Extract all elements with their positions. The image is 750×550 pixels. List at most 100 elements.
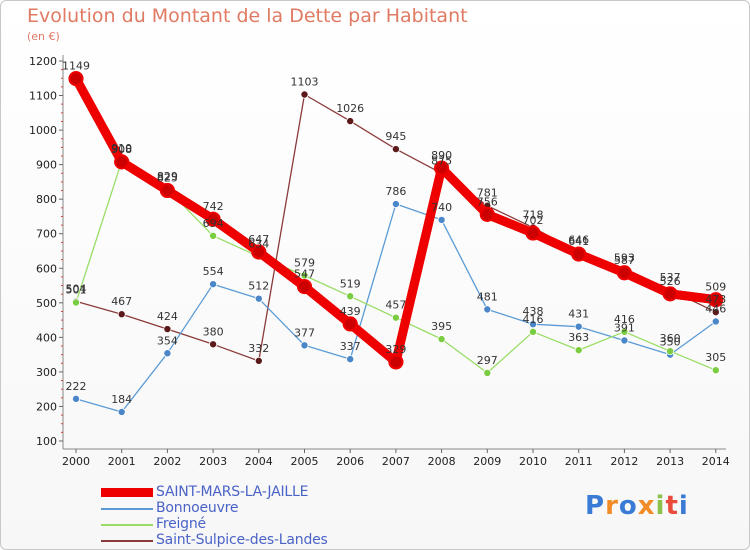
x-tick-label: 2003 <box>199 455 227 468</box>
data-point <box>254 294 263 303</box>
x-tick-label: 2001 <box>108 455 136 468</box>
data-point <box>620 327 629 336</box>
data-label: 718 <box>523 209 544 222</box>
legend-label: Bonnoeuvre <box>156 500 239 516</box>
data-label: 875 <box>431 154 452 167</box>
y-tick-label: 200 <box>36 400 57 413</box>
data-label: 360 <box>660 332 681 345</box>
data-label: 297 <box>477 354 498 367</box>
x-tick-label: 2012 <box>610 455 638 468</box>
data-label: 354 <box>157 334 178 347</box>
data-point-main <box>571 246 587 262</box>
data-label: 702 <box>523 214 544 227</box>
data-point <box>391 145 400 154</box>
x-tick-label: 2009 <box>473 455 501 468</box>
data-label: 446 <box>705 302 726 315</box>
y-tick-label: 700 <box>36 228 57 241</box>
x-tick-label: 2013 <box>656 455 684 468</box>
data-label: 519 <box>340 277 361 290</box>
data-label: 332 <box>248 342 269 355</box>
series-line <box>258 93 717 362</box>
unit-label: (en €) <box>27 30 60 43</box>
data-point-main <box>708 292 724 308</box>
x-tick-label: 2008 <box>428 455 456 468</box>
data-label: 380 <box>203 325 224 338</box>
data-label: 416 <box>523 313 544 326</box>
logo-letter: r <box>605 491 619 521</box>
data-label: 457 <box>385 299 406 312</box>
chart-title: Evolution du Montant de la Dette par Hab… <box>27 5 468 27</box>
legend-swatch <box>101 540 153 542</box>
data-label: 424 <box>157 310 178 323</box>
data-point <box>117 407 126 416</box>
data-point <box>163 325 172 334</box>
data-point-main <box>616 265 632 281</box>
data-label: 416 <box>614 313 635 326</box>
legend-swatch <box>101 488 153 497</box>
data-label: 438 <box>523 305 544 318</box>
data-label: 184 <box>111 393 132 406</box>
data-point-main <box>434 160 450 176</box>
data-point <box>254 356 263 365</box>
data-point-main <box>525 225 541 241</box>
proxiti-logo: Proxiti <box>585 491 689 521</box>
data-point <box>300 341 309 350</box>
data-label: 350 <box>660 336 681 349</box>
y-tick-label: 100 <box>36 435 57 448</box>
data-label: 329 <box>385 343 406 356</box>
x-tick-label: 2000 <box>62 455 90 468</box>
x-tick-label: 2006 <box>336 455 364 468</box>
data-label: 740 <box>431 201 452 214</box>
data-point <box>391 313 400 322</box>
logo-letter: i <box>655 491 666 521</box>
legend-swatch <box>101 508 153 510</box>
data-point <box>72 394 81 403</box>
data-label: 377 <box>294 326 315 339</box>
data-labels: 1149 908 825 742 647 547 439 329 890 756 702 641 587… <box>62 60 726 406</box>
data-point <box>574 322 583 331</box>
x-tick-label: 2007 <box>382 455 410 468</box>
data-point <box>209 340 218 349</box>
data-point <box>483 368 492 377</box>
legend-label: SAINT-MARS-LA-JAILLE <box>156 484 309 500</box>
data-point <box>346 117 355 126</box>
data-label: 756 <box>477 195 498 208</box>
x-tick-label: 2014 <box>702 455 730 468</box>
data-point <box>529 320 538 329</box>
x-tick-label: 2005 <box>291 455 319 468</box>
data-point <box>529 327 538 336</box>
x-tick-label: 2004 <box>245 455 273 468</box>
data-label: 781 <box>477 187 498 200</box>
logo-letter: i <box>678 491 689 521</box>
data-point-main <box>297 279 312 295</box>
data-label: 829 <box>157 170 178 183</box>
logo-letter: P <box>585 491 606 521</box>
data-label: 742 <box>203 200 224 213</box>
y-tick-label: 900 <box>36 159 57 172</box>
data-point-main <box>114 154 130 170</box>
data-label: 910 <box>111 142 132 155</box>
data-point <box>300 90 309 99</box>
y-tick-label: 500 <box>36 297 57 310</box>
y-tick-label: 1200 <box>29 55 57 68</box>
data-label: 512 <box>248 280 269 293</box>
data-label: 587 <box>614 254 635 267</box>
data-label: 467 <box>111 295 132 308</box>
data-point <box>437 215 446 224</box>
data-point-main <box>342 316 358 332</box>
logo-letter: t <box>665 491 679 521</box>
y-tick-label: 800 <box>36 193 57 206</box>
data-point <box>437 335 446 344</box>
data-label: 825 <box>157 172 178 185</box>
data-label: 694 <box>203 217 224 230</box>
data-label: 547 <box>294 268 315 281</box>
y-tick-label: 600 <box>36 262 57 275</box>
data-label: 473 <box>705 293 726 306</box>
series-points <box>68 71 724 416</box>
data-point <box>574 346 583 355</box>
data-label: 504 <box>66 282 87 295</box>
data-label: 395 <box>431 320 452 333</box>
data-point <box>391 200 400 209</box>
data-label: 945 <box>385 130 406 143</box>
data-label: 526 <box>660 275 681 288</box>
